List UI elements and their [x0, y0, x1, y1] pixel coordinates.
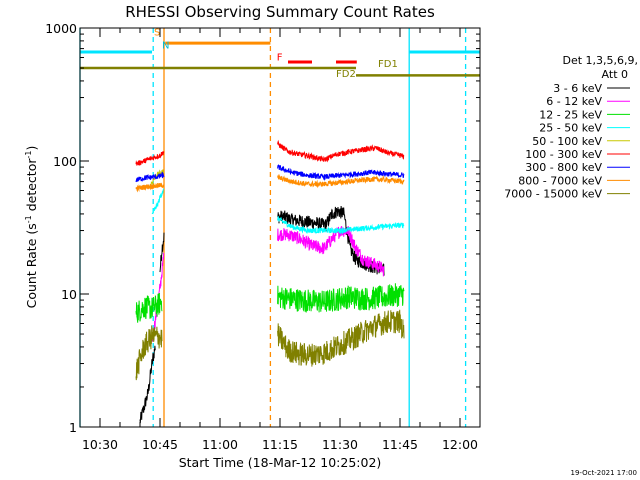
- series-line-6-seg-0: [135, 171, 165, 183]
- series-line-2-seg-0: [135, 292, 163, 323]
- y-tick-label-0: 1: [69, 420, 77, 435]
- legend-label-4: 50 - 100 keV: [532, 135, 602, 148]
- series-line-7-seg-1: [277, 173, 405, 189]
- y-tick-label-3: 1000: [45, 21, 77, 36]
- x-tick-label-3: 11:15: [262, 437, 298, 452]
- series-line-7-seg-0: [135, 182, 165, 193]
- legend-label-7: 800 - 7000 keV: [518, 174, 602, 187]
- series-line-3-seg-0: [151, 188, 165, 215]
- legend-label-2: 12 - 25 keV: [539, 108, 602, 121]
- annotation-1: N: [162, 41, 169, 52]
- legend-label-8: 7000 - 15000 keV: [504, 188, 602, 201]
- series-line-0-seg-2: [277, 205, 385, 276]
- x-tick-label-1: 10:45: [142, 437, 178, 452]
- render-timestamp: 19-Oct-2021 17:00: [571, 469, 637, 477]
- legend-label-1: 6 - 12 keV: [546, 95, 602, 108]
- y-tick-label-2: 100: [53, 154, 77, 169]
- legend-label-5: 100 - 300 keV: [525, 148, 602, 161]
- legend-detectors: Det 1,3,5,6,9,: [562, 54, 638, 67]
- legend-label-6: 300 - 800 keV: [525, 161, 602, 174]
- x-tick-label-4: 11:30: [322, 437, 358, 452]
- x-tick-label-6: 12:00: [442, 437, 478, 452]
- y-tick-label-1: 10: [61, 287, 77, 302]
- legend-attenuator: Att 0: [602, 68, 628, 81]
- series-line-0-seg-0: [139, 345, 156, 424]
- series-line-8-seg-0: [135, 325, 163, 381]
- x-tick-label-5: 11:45: [382, 437, 418, 452]
- x-tick-label-2: 11:00: [202, 437, 238, 452]
- chart-title: RHESSI Observing Summary Count Rates: [125, 3, 435, 21]
- annotation-3: FD1: [378, 59, 398, 70]
- x-tick-label-0: 10:30: [82, 437, 118, 452]
- series-line-2-seg-1: [277, 283, 405, 313]
- series-line-1-seg-1: [277, 225, 385, 277]
- series-line-6-seg-1: [277, 164, 405, 181]
- series-line-8-seg-1: [277, 309, 405, 367]
- series-line-5-seg-0: [135, 151, 165, 166]
- series-line-5-seg-1: [277, 139, 405, 163]
- series-line-3-seg-1: [277, 216, 405, 235]
- series-line-0-seg-1: [159, 232, 165, 273]
- legend-label-3: 25 - 50 keV: [539, 122, 602, 135]
- plot-frame: [79, 27, 481, 428]
- legend-label-0: 3 - 6 keV: [553, 82, 602, 95]
- annotation-0: S: [154, 27, 160, 38]
- x-axis-label: Start Time (18-Mar-12 10:25:02): [179, 455, 382, 470]
- annotation-4: FD2: [336, 69, 356, 80]
- y-axis-label: Count Rate (s-1 detector-1): [24, 146, 39, 309]
- annotation-2: F: [277, 52, 283, 63]
